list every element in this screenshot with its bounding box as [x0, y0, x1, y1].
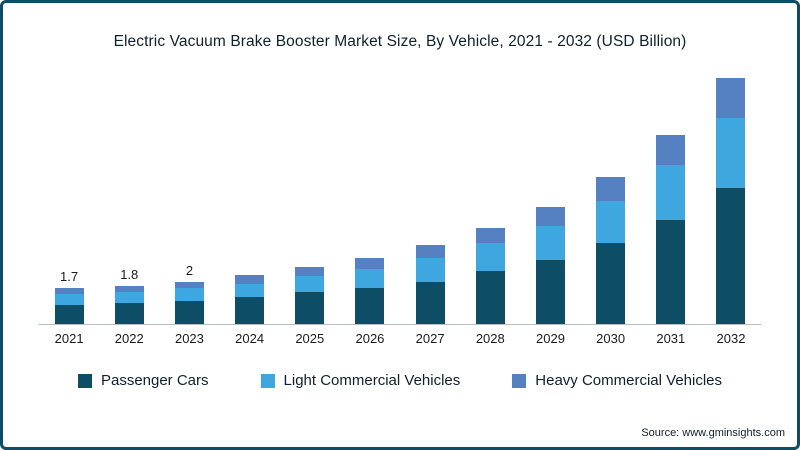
bar-value-label: 1.8: [120, 266, 139, 282]
bar-segment-2028: [475, 243, 505, 271]
bar-segment-2027: [415, 281, 445, 324]
chart-title: Electric Vacuum Brake Booster Market Siz…: [113, 33, 687, 50]
bar-segment-2032: [716, 117, 746, 188]
stacked-bar-2023: [174, 281, 204, 324]
legend-label: Light Commercial Vehicles: [283, 372, 461, 389]
bar-segment-2025: [295, 266, 325, 277]
legend-item: Passenger Cars: [77, 372, 209, 389]
bar-slot-2029: [520, 203, 580, 324]
stacked-bar-2026: [355, 258, 385, 324]
bar-segment-2031: [656, 134, 686, 165]
bar-segment-2029: [535, 226, 565, 261]
bar-segment-2032: [716, 188, 746, 324]
bar-segment-2022: [114, 285, 144, 293]
x-tick-label: 2025: [295, 331, 325, 346]
x-tick-label: 2024: [235, 331, 265, 346]
bar-segment-2024: [235, 283, 265, 298]
bar-segment-2025: [295, 276, 325, 293]
legend-label: Heavy Commercial Vehicles: [535, 372, 723, 389]
bar-slot-2030: [581, 173, 641, 324]
stacked-bar-2021: [54, 287, 84, 324]
bar-slot-2028: [460, 224, 520, 324]
legend-label: Passenger Cars: [100, 372, 209, 389]
bar-segment-2029: [535, 207, 565, 227]
legend-marker-icon: [260, 373, 275, 388]
bar-segment-2031: [656, 219, 686, 324]
x-tick-label: 2027: [415, 331, 445, 346]
source-attribution: Source: www.gminsights.com: [641, 427, 785, 439]
x-tick-label: 2023: [174, 331, 204, 346]
bar-value-label: 2: [185, 262, 194, 278]
bar-segment-2030: [596, 177, 626, 201]
stacked-bar-2025: [295, 266, 325, 324]
bar-segment-2031: [656, 164, 686, 220]
bar-slot-2027: [400, 241, 460, 324]
x-tick-label: 2029: [536, 331, 565, 346]
bar-slot-2031: [641, 131, 701, 324]
legend-marker-icon: [512, 373, 527, 388]
bar-segment-2026: [355, 258, 385, 269]
bar-segment-2028: [475, 228, 505, 244]
bar-segment-2030: [596, 243, 626, 324]
bar-segment-2030: [596, 200, 626, 244]
bar-segment-2021: [54, 294, 84, 305]
bar-slot-2022: 1.8: [99, 267, 159, 324]
bar-segment-2027: [415, 258, 445, 282]
bar-segment-2023: [174, 300, 204, 324]
x-tick-label: 2021: [54, 331, 84, 346]
stacked-bar-2029: [535, 207, 565, 324]
bar-slot-2024: [220, 271, 280, 324]
legend-marker-icon: [77, 373, 92, 388]
bar-slot-2032: [701, 74, 761, 324]
legend: Passenger Cars Light Commercial Vehicles H…: [3, 372, 797, 389]
bar-slot-2026: [340, 254, 400, 324]
bar-segment-2028: [475, 270, 505, 324]
legend-item: Light Commercial Vehicles: [260, 372, 461, 389]
x-tick-label: 2022: [114, 331, 144, 346]
stacked-bar-2024: [235, 275, 265, 324]
legend-item: Heavy Commercial Vehicles: [512, 372, 722, 389]
bar-slot-2021: 1.7: [39, 269, 99, 324]
bar-segment-2026: [355, 287, 385, 324]
bar-segment-2032: [716, 77, 746, 118]
bar-segment-2027: [415, 245, 445, 259]
stacked-bar-2032: [716, 77, 746, 324]
bar-segment-2025: [295, 292, 325, 324]
bar-segment-2023: [174, 287, 204, 301]
x-axis-tick-row: 2021 2022 2023 2024 2025 2026 2027 2028 2029 2030…: [39, 331, 761, 346]
plot-wrap: 1.7 1.8 2 2021 2022 2023 2024 2025 2026 2027 2028…: [39, 69, 761, 346]
bar-segment-2024: [235, 297, 265, 324]
stacked-bar-2027: [415, 245, 445, 324]
x-tick-label: 2031: [656, 331, 686, 346]
stacked-bar-2030: [596, 177, 626, 324]
x-tick-label: 2028: [475, 331, 505, 346]
x-tick-label: 2026: [355, 331, 385, 346]
stacked-bar-2031: [656, 134, 686, 324]
bar-segment-2029: [535, 260, 565, 324]
bar-segment-2022: [114, 292, 144, 303]
bar-segment-2021: [54, 287, 84, 295]
bar-value-label: 1.7: [60, 268, 79, 284]
stacked-bar-2028: [475, 228, 505, 324]
bar-segment-2024: [235, 275, 265, 284]
bar-slot-2025: [280, 263, 340, 324]
bar-segment-2021: [54, 304, 84, 324]
stacked-bar-2022: [114, 285, 144, 324]
bar-segment-2023: [174, 281, 204, 288]
bar-segment-2022: [114, 302, 144, 324]
bar-segment-2026: [355, 268, 385, 288]
x-tick-label: 2032: [716, 331, 746, 346]
plot-area: 1.7 1.8 2: [39, 69, 761, 325]
x-tick-label: 2030: [596, 331, 626, 346]
bar-slot-2023: 2: [159, 263, 219, 324]
